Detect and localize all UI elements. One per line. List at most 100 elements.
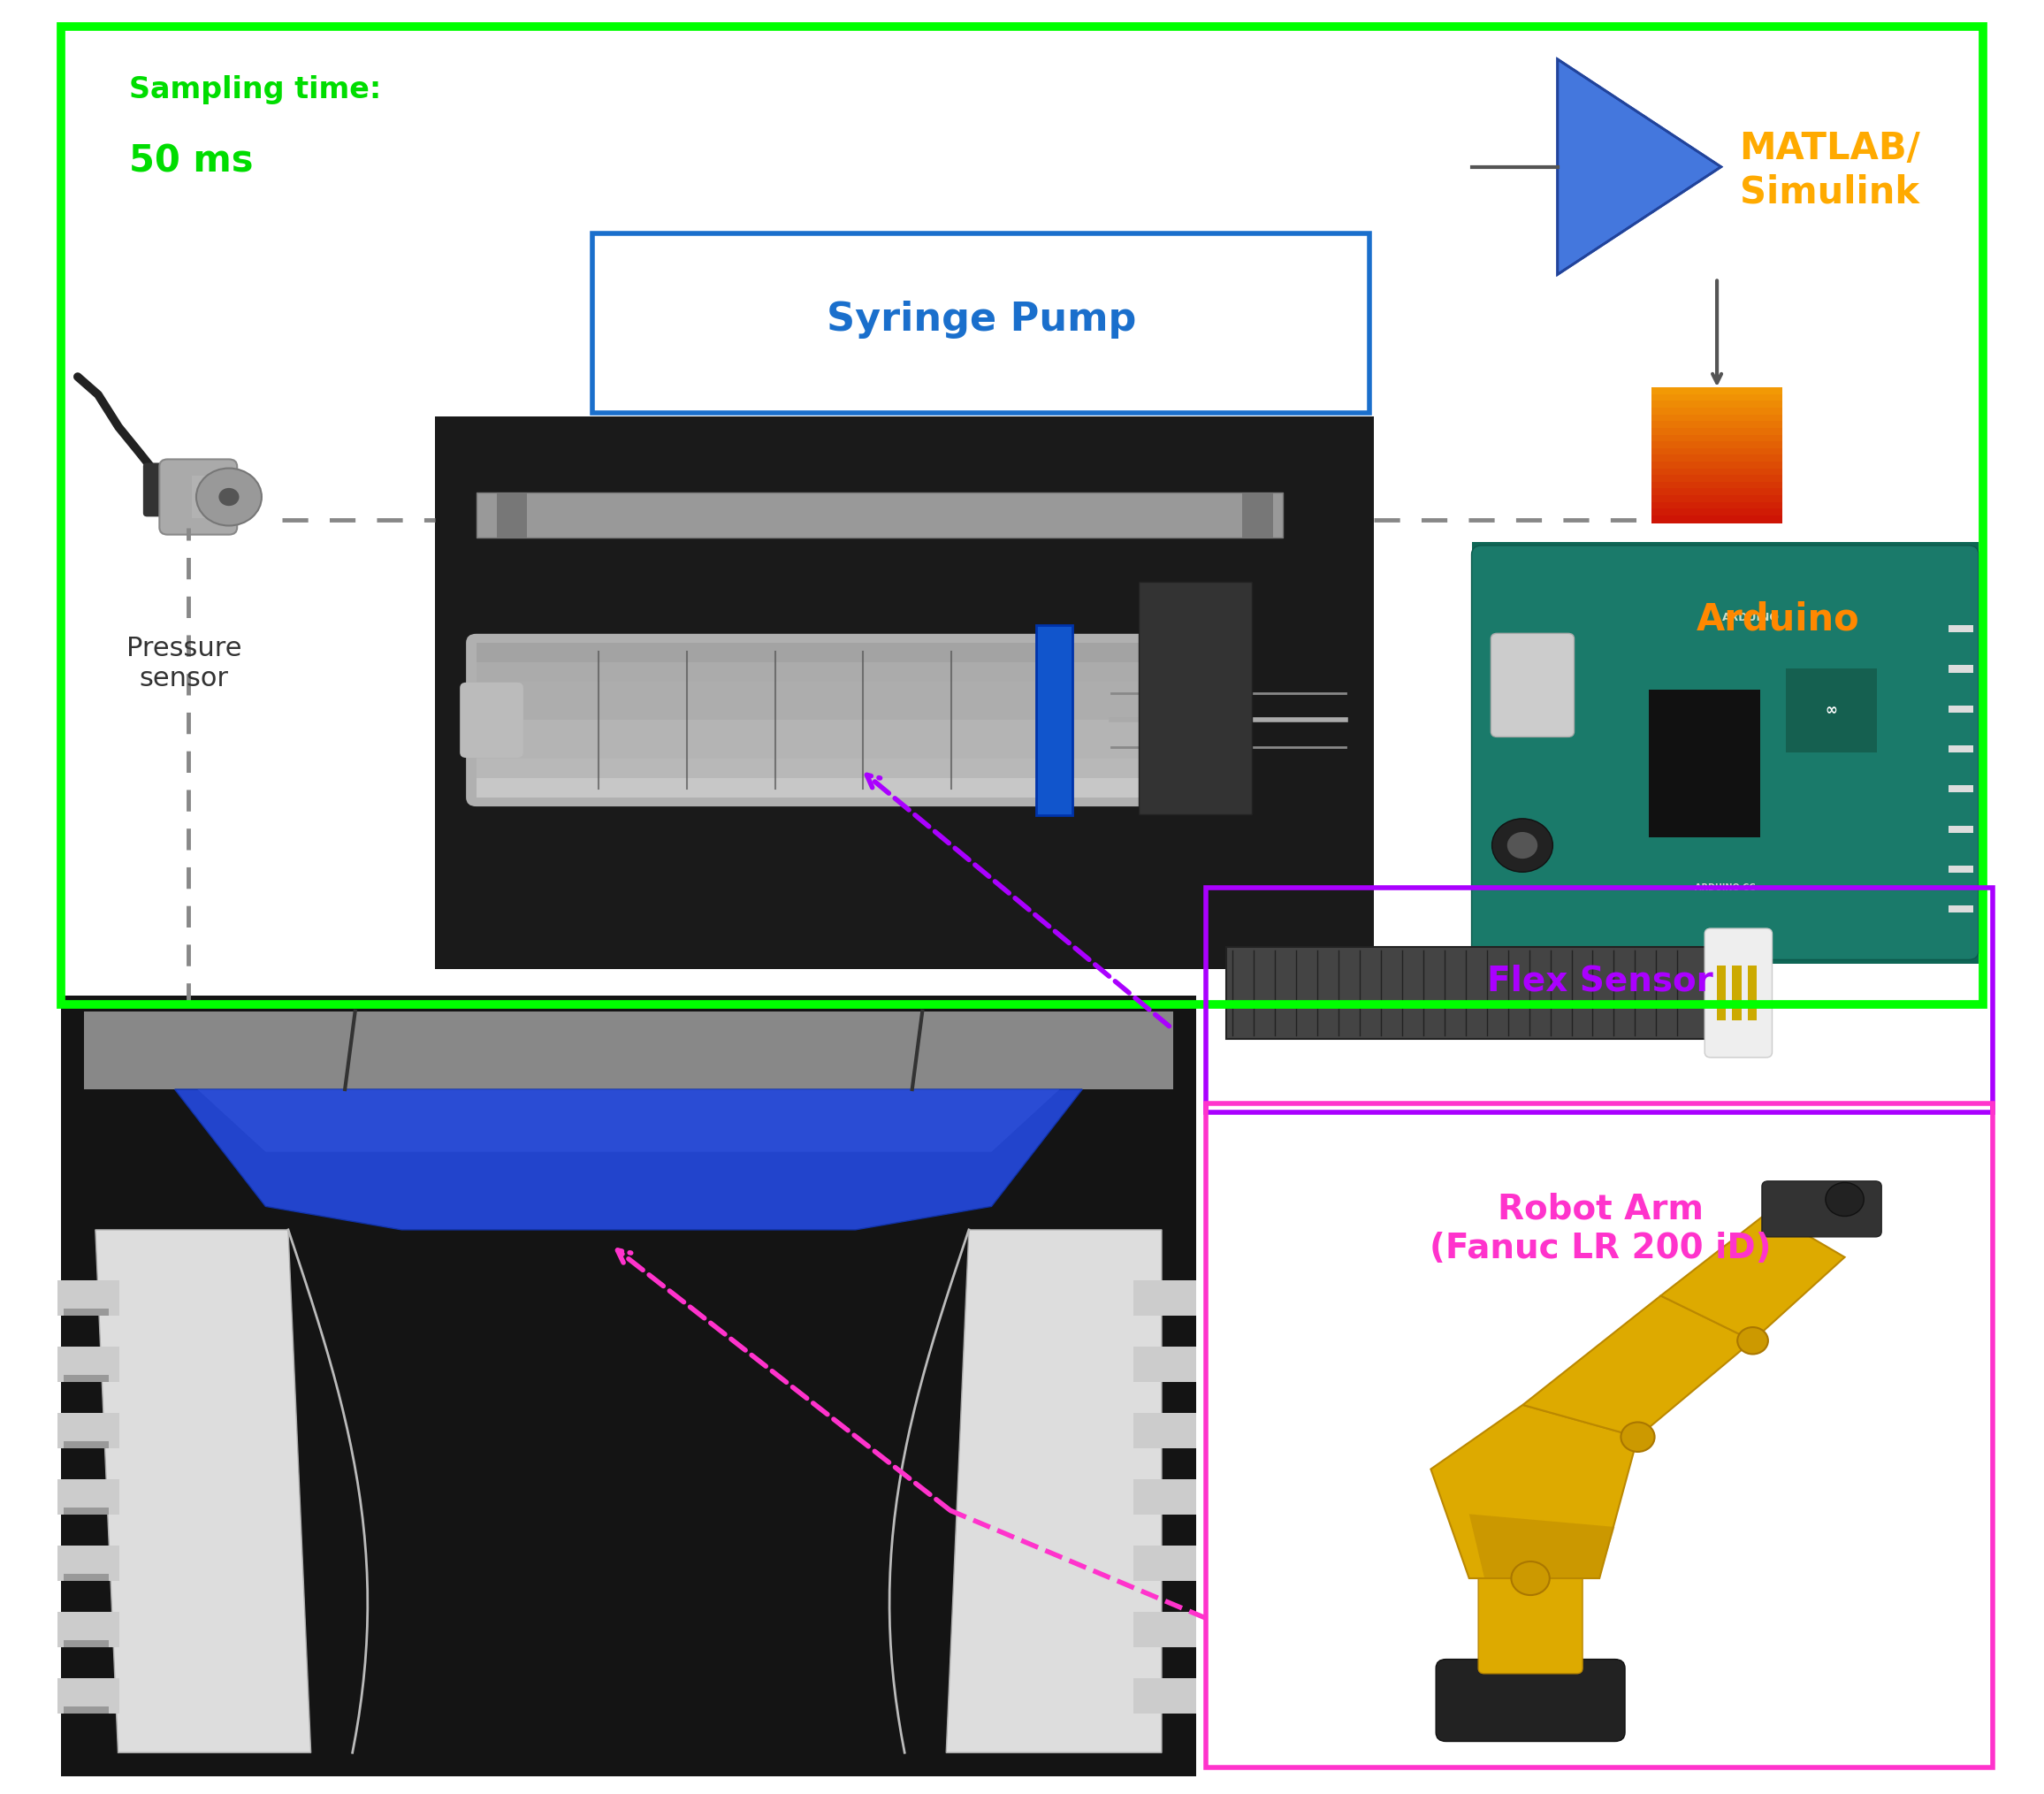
FancyBboxPatch shape [1652, 422, 1782, 429]
FancyBboxPatch shape [1650, 689, 1760, 836]
Polygon shape [1558, 59, 1721, 274]
Circle shape [1506, 832, 1537, 859]
FancyBboxPatch shape [1652, 502, 1782, 509]
FancyBboxPatch shape [1652, 448, 1782, 457]
Polygon shape [1431, 1405, 1637, 1579]
Polygon shape [1558, 59, 1721, 274]
FancyBboxPatch shape [1652, 481, 1782, 490]
Polygon shape [1523, 1295, 1752, 1437]
FancyBboxPatch shape [57, 1480, 121, 1514]
Polygon shape [1558, 59, 1721, 274]
FancyBboxPatch shape [1652, 488, 1782, 497]
FancyBboxPatch shape [1731, 965, 1741, 1021]
Text: Arduino: Arduino [1697, 601, 1860, 637]
FancyBboxPatch shape [1132, 1480, 1196, 1514]
Text: Sampling time:: Sampling time: [129, 75, 380, 104]
Polygon shape [1558, 59, 1721, 274]
FancyBboxPatch shape [1948, 745, 1975, 753]
FancyBboxPatch shape [1132, 1347, 1196, 1381]
FancyBboxPatch shape [63, 1441, 108, 1448]
FancyBboxPatch shape [1652, 414, 1782, 423]
FancyBboxPatch shape [1748, 965, 1756, 1021]
FancyBboxPatch shape [497, 493, 527, 538]
Polygon shape [1558, 59, 1721, 274]
Polygon shape [1558, 59, 1721, 274]
FancyBboxPatch shape [1652, 402, 1782, 409]
FancyBboxPatch shape [1652, 427, 1782, 436]
Polygon shape [1470, 1514, 1615, 1579]
FancyBboxPatch shape [476, 779, 1208, 798]
FancyBboxPatch shape [1762, 1180, 1880, 1236]
Polygon shape [1558, 59, 1721, 274]
Polygon shape [1558, 59, 1721, 274]
FancyBboxPatch shape [1478, 1573, 1582, 1674]
Text: ARDUINO CC: ARDUINO CC [1694, 883, 1756, 892]
FancyBboxPatch shape [476, 701, 1208, 719]
Circle shape [1511, 1561, 1549, 1595]
Polygon shape [1558, 59, 1721, 274]
Polygon shape [1558, 59, 1721, 274]
FancyBboxPatch shape [63, 1374, 108, 1381]
Polygon shape [1558, 59, 1721, 274]
Polygon shape [1558, 59, 1721, 274]
FancyBboxPatch shape [57, 1546, 121, 1581]
FancyBboxPatch shape [1948, 705, 1975, 712]
Text: Syringe Pump: Syringe Pump [826, 300, 1136, 339]
Polygon shape [1558, 59, 1721, 274]
FancyBboxPatch shape [1652, 495, 1782, 504]
FancyBboxPatch shape [57, 1613, 121, 1647]
FancyBboxPatch shape [476, 719, 1208, 739]
FancyBboxPatch shape [1948, 786, 1975, 793]
FancyBboxPatch shape [1948, 825, 1975, 832]
FancyBboxPatch shape [63, 1308, 108, 1315]
FancyBboxPatch shape [1652, 434, 1782, 443]
FancyBboxPatch shape [63, 1706, 108, 1713]
FancyBboxPatch shape [1652, 475, 1782, 484]
FancyBboxPatch shape [1652, 407, 1782, 416]
Polygon shape [96, 1231, 311, 1753]
FancyBboxPatch shape [1139, 581, 1251, 814]
FancyBboxPatch shape [1472, 545, 1979, 960]
Circle shape [1737, 1328, 1768, 1354]
Text: ARDUINO: ARDUINO [1721, 612, 1778, 624]
FancyBboxPatch shape [1226, 947, 1711, 1039]
FancyBboxPatch shape [63, 1640, 108, 1647]
Polygon shape [174, 1089, 1081, 1231]
Polygon shape [1558, 59, 1721, 274]
Text: MATLAB/
Simulink: MATLAB/ Simulink [1739, 131, 1919, 210]
FancyBboxPatch shape [1435, 1659, 1625, 1742]
Text: ∞: ∞ [1825, 703, 1838, 718]
Polygon shape [1558, 59, 1721, 274]
FancyBboxPatch shape [1717, 965, 1725, 1021]
FancyBboxPatch shape [57, 1414, 121, 1448]
Polygon shape [1558, 59, 1721, 274]
FancyBboxPatch shape [476, 682, 1208, 701]
FancyBboxPatch shape [1132, 1546, 1196, 1581]
Text: Flex Sensor: Flex Sensor [1488, 965, 1713, 997]
FancyBboxPatch shape [159, 459, 237, 535]
FancyBboxPatch shape [435, 416, 1374, 969]
Polygon shape [1558, 59, 1721, 274]
Text: Pressure
sensor: Pressure sensor [127, 637, 241, 691]
FancyBboxPatch shape [1036, 624, 1073, 816]
FancyBboxPatch shape [1948, 906, 1975, 913]
FancyBboxPatch shape [1652, 515, 1782, 524]
FancyBboxPatch shape [61, 996, 1196, 1776]
Polygon shape [1558, 59, 1721, 274]
FancyBboxPatch shape [143, 463, 176, 517]
FancyBboxPatch shape [476, 739, 1208, 759]
FancyBboxPatch shape [476, 493, 1284, 538]
FancyBboxPatch shape [1652, 395, 1782, 404]
FancyBboxPatch shape [1652, 456, 1782, 463]
Polygon shape [1558, 59, 1721, 274]
FancyBboxPatch shape [63, 1573, 108, 1581]
Polygon shape [1558, 59, 1721, 274]
Circle shape [1825, 1182, 1864, 1216]
Polygon shape [1558, 59, 1721, 274]
Circle shape [1621, 1423, 1656, 1451]
FancyBboxPatch shape [63, 1507, 108, 1514]
Text: 50 ms: 50 ms [129, 144, 253, 179]
Polygon shape [1660, 1213, 1844, 1340]
FancyBboxPatch shape [57, 1281, 121, 1315]
Circle shape [219, 488, 239, 506]
